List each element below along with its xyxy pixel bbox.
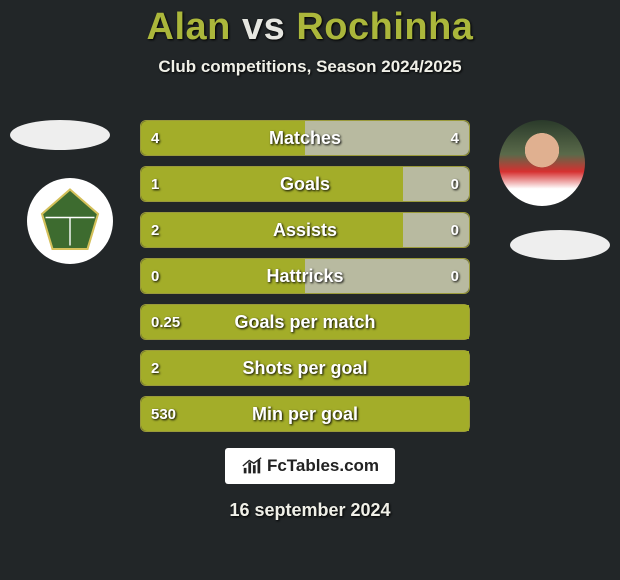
stat-bars: 4Matches41Goals02Assists00Hattricks00.25… (140, 120, 470, 442)
stat-row: 0Hattricks0 (140, 258, 470, 294)
player2-club-placeholder (510, 230, 610, 260)
player1-name: Alan (147, 6, 231, 48)
stat-row: 530Min per goal (140, 396, 470, 432)
stat-value-right: 0 (451, 176, 459, 193)
comparison-title: Alan vs Rochinha (0, 0, 620, 49)
chart-icon (241, 455, 263, 477)
vs-separator: vs (242, 6, 285, 48)
club-crest-icon (35, 186, 105, 256)
player1-avatar-placeholder (10, 120, 110, 150)
player2-avatar (499, 120, 585, 206)
subtitle: Club competitions, Season 2024/2025 (0, 57, 620, 77)
stat-label: Shots per goal (141, 358, 469, 379)
stat-value-right: 0 (451, 222, 459, 239)
stat-label: Matches (141, 128, 469, 149)
stat-row: 1Goals0 (140, 166, 470, 202)
stat-label: Goals per match (141, 312, 469, 333)
stat-row: 4Matches4 (140, 120, 470, 156)
player2-name: Rochinha (296, 6, 473, 48)
stat-label: Min per goal (141, 404, 469, 425)
logo-text: FcTables.com (267, 456, 379, 476)
stat-label: Goals (141, 174, 469, 195)
player1-club-badge (27, 178, 113, 264)
stat-row: 0.25Goals per match (140, 304, 470, 340)
date-label: 16 september 2024 (0, 500, 620, 521)
stat-label: Assists (141, 220, 469, 241)
stat-row: 2Assists0 (140, 212, 470, 248)
stat-value-right: 4 (451, 130, 459, 147)
stat-label: Hattricks (141, 266, 469, 287)
fctables-logo: FcTables.com (225, 448, 395, 484)
stat-row: 2Shots per goal (140, 350, 470, 386)
stat-value-right: 0 (451, 268, 459, 285)
